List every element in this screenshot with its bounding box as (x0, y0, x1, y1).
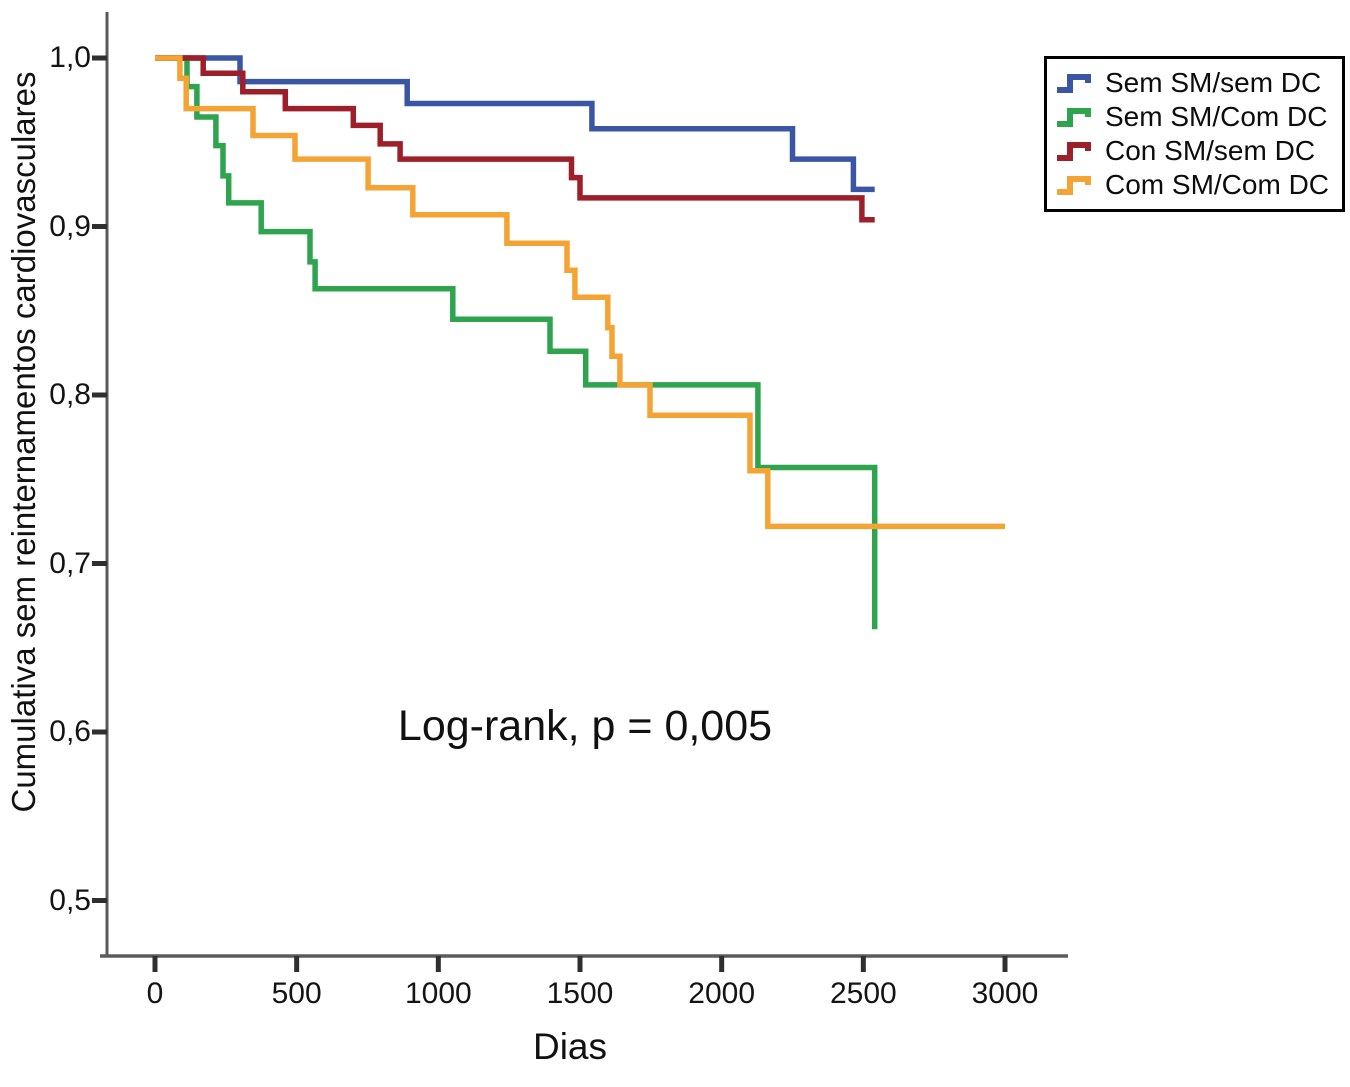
legend-label: Sem SM/sem DC (1105, 67, 1322, 98)
legend-item: Com SM/Com DC (1055, 168, 1336, 202)
x-tick-label: 3000 (971, 977, 1039, 1010)
y-tick-label: 1,0 (49, 41, 91, 74)
legend: Sem SM/sem DC Sem SM/Com DC Con SM/sem DC C… (1044, 56, 1345, 212)
y-tick-label: 0,5 (49, 883, 91, 917)
y-tick-label: 0,8 (49, 378, 91, 411)
legend-step-swatch-icon (1057, 176, 1091, 195)
x-tick-label: 2000 (688, 977, 756, 1010)
legend-step-swatch-icon (1057, 108, 1091, 127)
x-tick-label: 500 (271, 977, 322, 1010)
legend-label: Sem SM/Com DC (1105, 101, 1328, 132)
y-tick-label: 0,9 (49, 209, 91, 243)
legend-step-swatch-icon (1057, 142, 1091, 161)
legend-item: Sem SM/Com DC (1055, 100, 1336, 134)
survival-curve-sem-sm-com-dc (155, 55, 878, 630)
y-tick-label: 0,7 (49, 546, 91, 580)
legend-label: Com SM/Com DC (1105, 169, 1330, 200)
x-tick-label: 2500 (829, 977, 897, 1010)
x-tick-label: 1500 (546, 977, 614, 1010)
x-tick-label: 0 (146, 977, 164, 1010)
log-rank-annotation: Log-rank, p = 0,005 (397, 702, 773, 750)
legend-label: Con SM/sem DC (1105, 135, 1316, 166)
survival-curve-sem-sm-sem-dc (155, 55, 875, 193)
legend-step-swatch-icon (1057, 74, 1091, 93)
survival-curve-con-sm-sem-dc (155, 55, 875, 223)
legend-item: Con SM/sem DC (1055, 134, 1336, 168)
x-axis-title: Dias (532, 1026, 608, 1067)
survival-curve-com-sm-com-dc (155, 55, 1005, 530)
x-tick-label: 1000 (404, 977, 472, 1010)
legend-item: Sem SM/sem DC (1055, 66, 1336, 100)
y-tick-label: 0,6 (49, 715, 91, 748)
